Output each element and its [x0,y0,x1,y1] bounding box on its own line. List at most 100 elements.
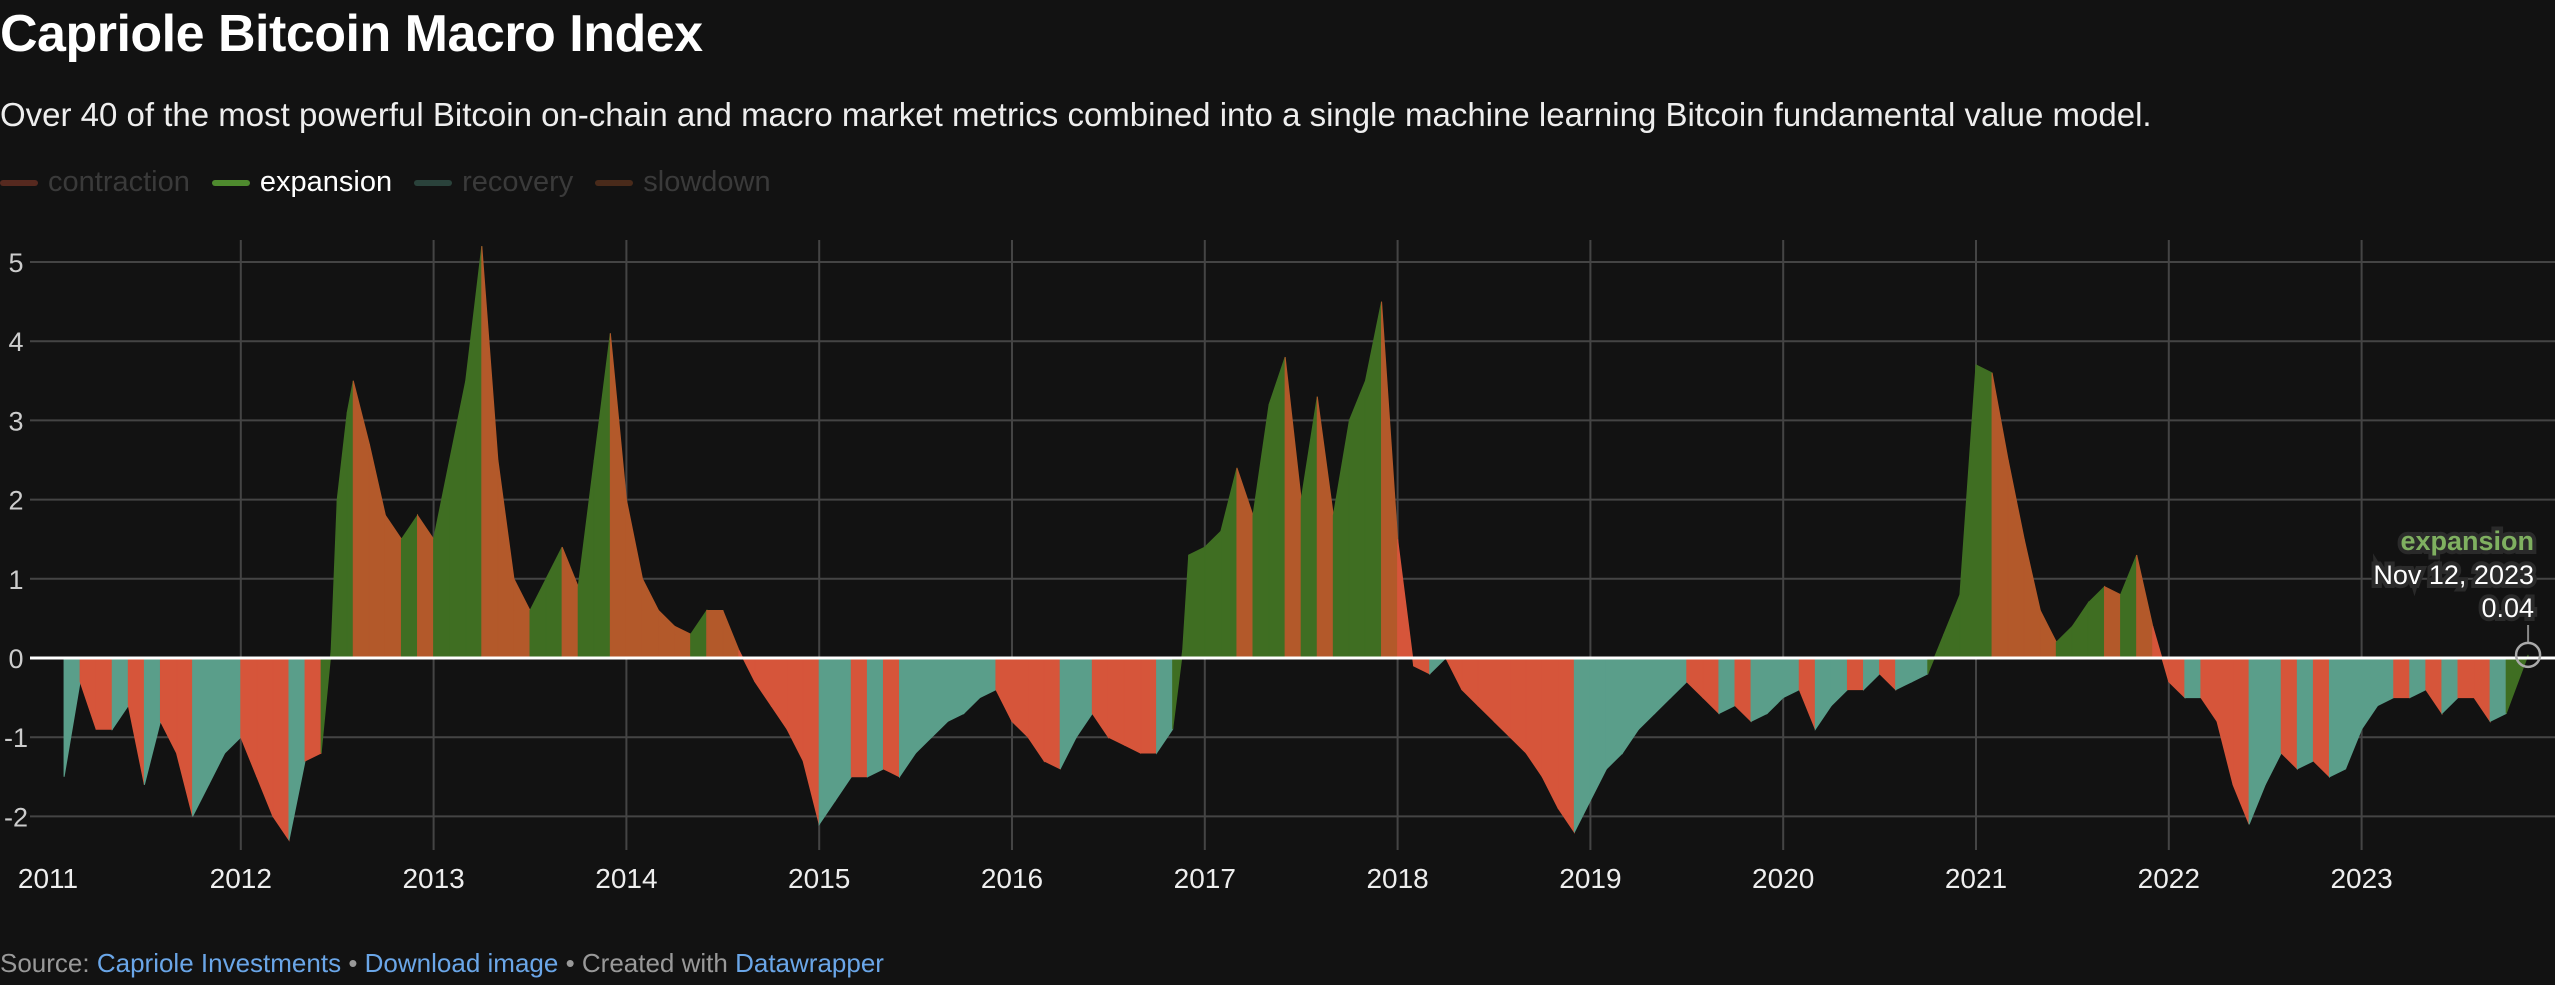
legend-label: slowdown [643,166,771,198]
area-segment-recovery [288,657,306,841]
x-tick-label: 2016 [981,863,1043,894]
area-segment-recovery [2441,657,2459,715]
area-segment-recovery [915,657,933,755]
area-segment-contraction [1702,657,1720,715]
chart-subtitle: Over 40 of the most powerful Bitcoin on-… [0,96,2152,133]
area-segment-slowdown [2104,585,2122,659]
area-segment-contraction [304,657,322,762]
area-segment-expansion [2055,625,2073,659]
area-segment-contraction [79,657,97,730]
area-segment-contraction [1541,657,1559,809]
area-segment-recovery [1059,657,1077,770]
area-segment-recovery [2264,657,2282,785]
area-segment-expansion [2120,554,2138,659]
area-segment-slowdown [1316,396,1334,659]
y-tick-label: 3 [8,406,23,436]
area-segment-recovery [2345,657,2363,770]
area-segment-expansion [1188,546,1206,659]
legend-item-slowdown[interactable]: slowdown [595,166,771,199]
area-segment-recovery [1429,657,1448,676]
area-segment-contraction [1493,657,1511,739]
x-tick-label: 2017 [1174,863,1236,894]
y-tick-label: 0 [8,644,23,674]
tooltip-date: Nov 12, 2023 [2373,560,2534,590]
area-segment-slowdown [722,610,740,659]
area-segment-recovery [1814,657,1832,731]
area-segment-contraction [738,649,756,682]
legend-item-recovery[interactable]: recovery [414,166,573,199]
area-segment-recovery [1766,657,1784,715]
download-image-link[interactable]: Download image [364,948,559,978]
x-tick-label: 2021 [1945,863,2007,894]
area-segment-expansion [1332,420,1350,659]
area-segment-recovery [1863,657,1881,691]
area-segment-contraction [1413,657,1431,675]
area-segment-recovery [834,657,852,803]
legend-item-contraction[interactable]: contraction [0,166,190,199]
legend-label: contraction [48,166,190,198]
area-segment-contraction [2232,657,2250,825]
area-segment-contraction [754,657,772,708]
area-segment-slowdown [625,499,643,659]
area-segment-recovery [1638,657,1656,731]
area-segment-expansion [545,546,563,659]
area-segment-expansion [400,513,419,659]
legend-swatch [595,179,634,186]
area-segment-slowdown [481,246,499,659]
area-segment-recovery [1782,657,1800,699]
area-segment-expansion [346,380,354,659]
area-segment-contraction [176,657,194,817]
area-segment-recovery [1750,657,1768,723]
area-segment-recovery [1589,657,1607,801]
area-segment-slowdown [706,609,724,659]
area-segment-contraction [1397,539,1415,666]
area-segment-contraction [256,657,274,817]
chart-title: Capriole Bitcoin Macro Index [0,5,703,63]
x-tick-label: 2018 [1366,863,1428,894]
area-segment-slowdown [674,625,692,659]
hover-marker [2514,641,2542,669]
datawrapper-link[interactable]: Datawrapper [735,948,884,978]
area-segment-expansion [2505,654,2529,714]
area-segment-recovery [1670,657,1688,699]
area-segment-contraction [2393,657,2411,699]
area-segment-expansion [449,380,467,659]
legend-label: expansion [259,166,393,198]
y-tick-label: 2 [8,486,23,516]
area-segment-slowdown [368,444,386,659]
area-segment-contraction [1879,657,1897,691]
area-segment-contraction [95,657,113,730]
legend-item-expansion[interactable]: expansion [211,166,393,199]
area-segment-expansion [1252,404,1270,659]
area-segment-contraction [995,657,1013,722]
created-with-label: • Created with [565,948,728,978]
area-segment-expansion [2087,585,2106,659]
y-tick-label: 4 [8,327,23,357]
footer: Source: Capriole Investments • Download … [0,948,884,979]
area-segment-slowdown [2007,459,2025,659]
area-segment-contraction [1461,657,1479,707]
area-segment-contraction [1123,657,1142,754]
area-segment-recovery [2361,657,2379,731]
area-segment-contraction [2168,657,2186,699]
area-segment-recovery [111,657,129,731]
area-segment-contraction [1798,657,1816,730]
area-segment-contraction [1140,657,1158,754]
area-segment-recovery [1654,657,1672,715]
legend-swatch [211,179,250,186]
area-segment-contraction [127,657,145,785]
area-segment-recovery [224,657,242,755]
x-tick-label: 2015 [788,863,850,894]
x-tick-label: 2013 [402,863,464,894]
area-segment-slowdown [641,578,660,659]
area-segment-contraction [2216,657,2234,785]
source-link[interactable]: Capriole Investments [96,948,342,978]
area-segment-contraction [802,657,820,825]
x-tick-label: 2023 [2330,863,2392,894]
area-segment-recovery [143,657,161,785]
area-segment-expansion [1959,364,1977,659]
area-segment-contraction [272,657,290,842]
area-segment-contraction [1734,657,1752,723]
area-segment-contraction [2473,657,2491,723]
area-segment-expansion [593,333,611,659]
